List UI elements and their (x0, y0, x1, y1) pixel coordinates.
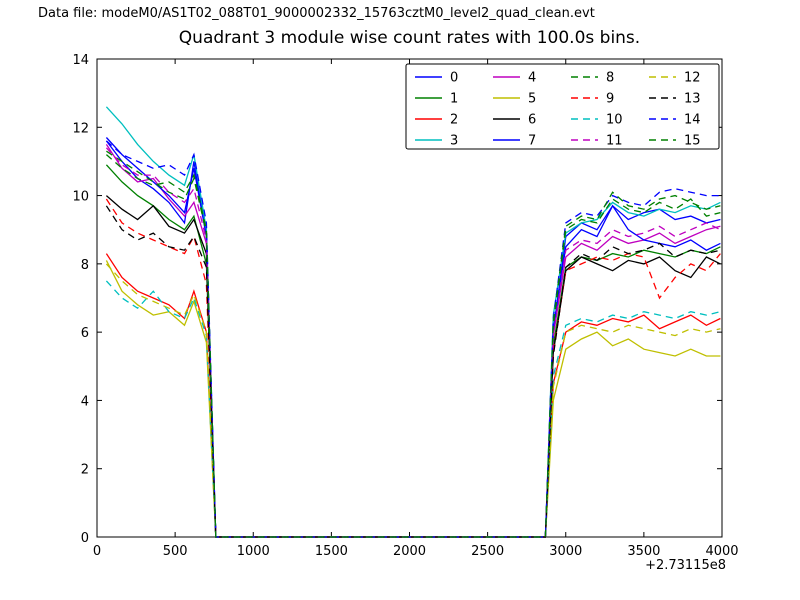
x-tick-label: 3500 (627, 544, 660, 559)
series-line-13 (105, 205, 721, 538)
series-line-2 (105, 253, 721, 538)
data-file-label: Data file: modeM0/AS1T02_088T01_90000023… (38, 6, 595, 21)
y-tick-label: 2 (81, 463, 89, 478)
series-line-4 (105, 144, 721, 538)
series-line-1 (105, 164, 721, 538)
series-line-15 (105, 154, 721, 538)
series-line-8 (106, 150, 721, 538)
legend-label-4: 4 (528, 71, 536, 86)
x-tick-label: 500 (163, 544, 188, 559)
x-tick-label: 0 (93, 544, 101, 559)
y-tick-label: 14 (72, 53, 89, 68)
series-line-7 (105, 137, 721, 538)
legend-label-14: 14 (684, 113, 701, 128)
legend-label-0: 0 (450, 71, 458, 86)
legend-label-13: 13 (684, 92, 701, 107)
x-axis-offset-label: +2.73115e8 (645, 558, 726, 573)
legend-label-2: 2 (450, 113, 458, 128)
legend-label-11: 11 (606, 134, 623, 149)
legend-label-6: 6 (528, 113, 536, 128)
y-tick-label: 4 (81, 394, 89, 409)
legend-label-10: 10 (606, 113, 623, 128)
series-line-5 (105, 260, 721, 538)
legend-label-8: 8 (606, 71, 614, 86)
legend-box (405, 63, 720, 150)
chart-title: Quadrant 3 module wise count rates with … (178, 28, 641, 48)
y-tick-label: 12 (72, 121, 89, 136)
series-line-9 (105, 198, 721, 538)
y-tick-label: 8 (81, 258, 89, 273)
x-tick-label: 2000 (393, 544, 426, 559)
legend-label-7: 7 (528, 134, 536, 149)
legend-label-3: 3 (450, 134, 458, 149)
y-tick-label: 10 (72, 190, 89, 205)
series-line-12 (105, 263, 721, 538)
series-line-6 (105, 195, 721, 538)
x-tick-label: 3000 (549, 544, 582, 559)
x-tick-label: 4000 (705, 544, 738, 559)
legend-label-5: 5 (528, 92, 536, 107)
series-line-10 (105, 280, 721, 538)
legend-label-12: 12 (684, 71, 701, 86)
x-tick-label: 1500 (315, 544, 348, 559)
y-tick-label: 6 (81, 326, 89, 341)
series-line-3 (105, 106, 721, 538)
x-tick-label: 1000 (237, 544, 270, 559)
y-tick-label: 0 (81, 531, 89, 546)
x-tick-label: 2500 (471, 544, 504, 559)
legend-label-9: 9 (606, 92, 614, 107)
legend-label-15: 15 (684, 134, 701, 149)
legend-label-1: 1 (450, 92, 458, 107)
